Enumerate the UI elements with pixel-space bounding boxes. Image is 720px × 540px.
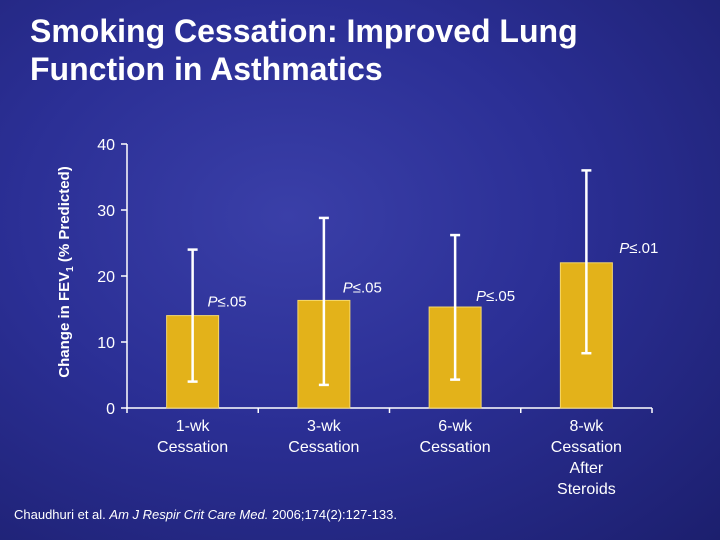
- x-tick-label: Cessation: [551, 439, 622, 456]
- x-tick-label: 1-wk: [176, 418, 211, 435]
- x-tick-label: 8-wk: [569, 418, 604, 435]
- p-value-label: P≤.05: [343, 279, 382, 296]
- citation-authors: Chaudhuri et al.: [14, 507, 110, 522]
- y-tick-label: 30: [97, 203, 115, 220]
- slide-title: Smoking Cessation: Improved Lung Functio…: [30, 13, 578, 87]
- citation-details: 2006;174(2):127-133.: [268, 507, 397, 522]
- x-tick-label: 6-wk: [438, 418, 473, 435]
- x-tick-label: Cessation: [157, 439, 228, 456]
- p-value-label: P≤.05: [476, 288, 515, 305]
- x-tick-label: Cessation: [420, 439, 491, 456]
- y-tick-label: 10: [97, 335, 115, 352]
- p-value-label: P≤.05: [208, 294, 247, 311]
- x-tick-label: 3-wk: [307, 418, 342, 435]
- x-tick-label: Cessation: [288, 439, 359, 456]
- y-tick-label: 40: [97, 137, 115, 154]
- x-tick-label: After: [569, 460, 603, 477]
- citation-journal: Am J Respir Crit Care Med.: [109, 507, 269, 522]
- p-value-label: P≤.01: [619, 240, 658, 257]
- x-tick-label: Steroids: [557, 481, 616, 498]
- y-tick-label: 20: [97, 269, 115, 286]
- y-tick-label: 0: [106, 401, 115, 418]
- citation: Chaudhuri et al. Am J Respir Crit Care M…: [14, 507, 397, 522]
